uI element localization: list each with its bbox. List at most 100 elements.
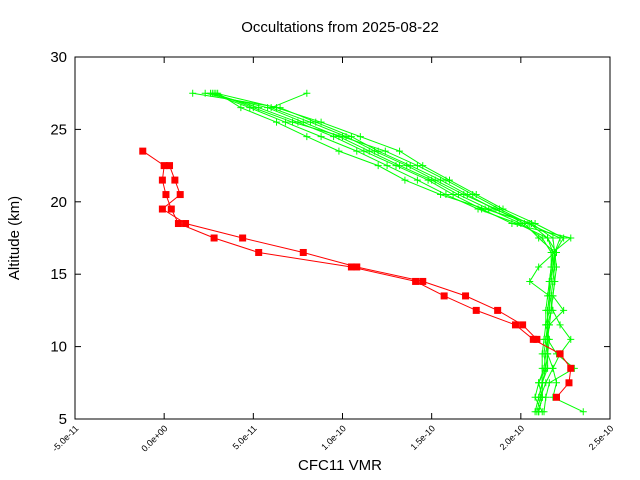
data-point	[353, 263, 361, 271]
data-point	[255, 248, 263, 256]
data-point	[481, 205, 489, 213]
data-point	[335, 147, 343, 155]
data-point	[317, 133, 325, 141]
data-point	[174, 220, 182, 228]
data-point	[160, 162, 168, 170]
data-point	[353, 147, 361, 155]
data-point	[306, 118, 314, 126]
data-point	[472, 306, 480, 314]
data-point	[565, 379, 573, 387]
x-tick-label: 1.0e-10	[319, 423, 348, 452]
data-point	[520, 220, 528, 228]
data-point	[162, 191, 170, 199]
series-line	[215, 92, 572, 412]
y-axis-label: Altitude (km)	[6, 196, 23, 280]
series-line	[213, 92, 576, 412]
data-point	[381, 147, 389, 155]
data-point	[567, 234, 575, 242]
data-point	[360, 147, 368, 155]
data-point	[189, 89, 197, 97]
data-point	[511, 321, 519, 329]
series-line	[142, 150, 572, 398]
data-point	[158, 176, 166, 184]
data-point	[342, 133, 350, 141]
data-point	[167, 205, 175, 213]
data-point	[249, 104, 257, 112]
data-point	[237, 104, 245, 112]
data-point	[424, 176, 432, 184]
data-point	[214, 89, 222, 97]
data-point	[526, 277, 534, 285]
data-point	[472, 191, 480, 199]
data-point	[371, 147, 379, 155]
data-point	[556, 350, 564, 358]
data-point	[519, 321, 527, 329]
data-point	[139, 147, 147, 155]
data-point	[549, 234, 557, 242]
x-tick-label: 2.5e-10	[587, 423, 616, 452]
data-point	[176, 191, 184, 199]
data-point	[412, 277, 420, 285]
x-tick-label: 1.5e-10	[408, 423, 437, 452]
y-tick-label: 30	[50, 49, 67, 66]
data-point	[403, 162, 411, 170]
data-point	[567, 335, 575, 343]
y-tick-label: 10	[50, 339, 67, 356]
data-point	[437, 191, 445, 199]
data-point	[419, 277, 427, 285]
data-point	[529, 335, 537, 343]
data-point	[303, 89, 311, 97]
plot-frame	[74, 56, 611, 420]
data-point	[535, 234, 543, 242]
data-point	[560, 306, 568, 314]
data-point	[289, 118, 297, 126]
data-point	[567, 364, 575, 372]
data-point	[545, 321, 553, 329]
x-axis-label: CFC11 VMR	[298, 457, 382, 474]
data-point	[299, 248, 307, 256]
data-point	[547, 292, 555, 300]
series-green-plus	[189, 89, 587, 416]
data-point	[392, 162, 400, 170]
data-point	[494, 306, 502, 314]
data-point	[449, 191, 457, 199]
data-point	[535, 408, 543, 416]
data-point	[528, 220, 536, 228]
series-line	[212, 92, 572, 412]
data-point	[547, 306, 555, 314]
data-point	[538, 393, 546, 401]
y-tick-label: 5	[59, 411, 67, 428]
data-point	[419, 162, 427, 170]
data-point	[560, 234, 568, 242]
data-point	[171, 176, 179, 184]
data-point	[462, 292, 470, 300]
data-point	[553, 393, 560, 401]
x-tick-label: 5.0e-11	[231, 423, 259, 451]
data-point	[544, 335, 552, 343]
data-point	[413, 176, 421, 184]
data-point	[499, 205, 507, 213]
data-point	[166, 162, 174, 170]
data-point	[551, 248, 559, 256]
data-point	[549, 277, 557, 285]
y-tick-label: 20	[50, 194, 67, 211]
data-point	[356, 133, 364, 141]
data-point	[431, 176, 439, 184]
data-point	[549, 364, 557, 372]
data-point	[440, 292, 448, 300]
data-point	[551, 263, 559, 271]
data-point	[533, 335, 541, 343]
data-point	[531, 393, 539, 401]
data-point	[383, 162, 391, 170]
series-red-squares	[139, 147, 575, 401]
data-point	[579, 408, 587, 416]
series-line	[210, 92, 565, 412]
data-point	[538, 379, 546, 387]
data-point	[182, 220, 190, 228]
data-point	[347, 263, 355, 271]
data-point	[446, 176, 453, 184]
series-line	[161, 165, 538, 340]
data-point	[239, 234, 247, 242]
data-point	[553, 379, 560, 387]
